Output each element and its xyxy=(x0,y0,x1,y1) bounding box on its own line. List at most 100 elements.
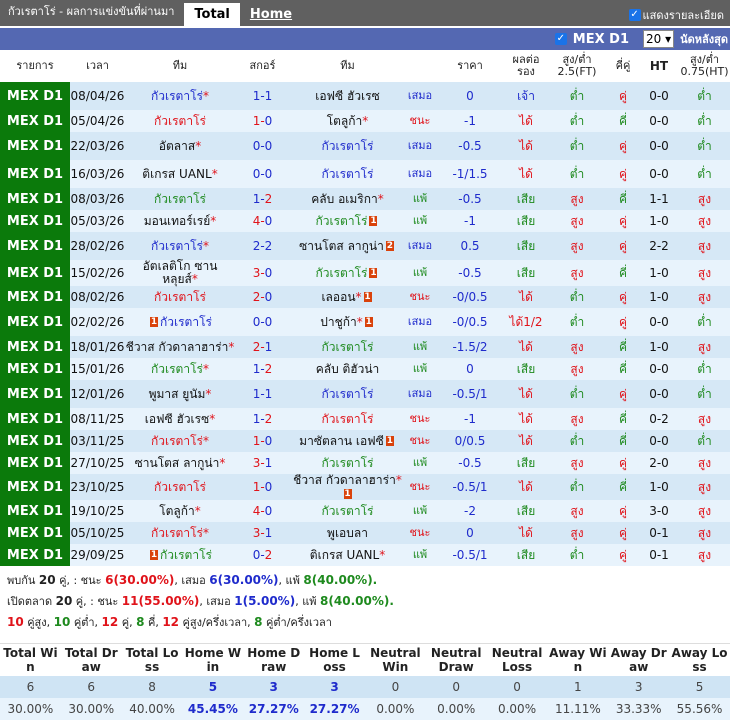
home-team-name[interactable]: กัวเรตาโร่ xyxy=(154,191,206,206)
away-team-name[interactable]: พูเอบลา xyxy=(327,525,368,540)
away-team-name[interactable]: ซานโตส ลากูน่า xyxy=(299,238,384,253)
league-cell[interactable]: MEX D1 xyxy=(0,452,70,474)
away-team[interactable]: กัวเรตาโร่ 1 xyxy=(290,260,405,286)
home-team[interactable]: กัวเรตาโร่ xyxy=(125,286,235,308)
home-team[interactable]: มอนเทอร์เรย์* xyxy=(125,210,235,232)
score[interactable]: 3-1 xyxy=(235,522,290,544)
score[interactable]: 1-0 xyxy=(235,110,290,132)
away-team-name[interactable]: กัวเรตาโร่ xyxy=(321,411,374,426)
away-team[interactable]: กัวเรตาโร่ xyxy=(290,408,405,430)
away-team-name[interactable]: ติเกรส UANL xyxy=(309,547,380,562)
away-team[interactable]: คลับ ติฮัวน่า xyxy=(290,358,405,380)
away-team-name[interactable]: กัวเรตาโร่ xyxy=(321,455,374,470)
away-team-name[interactable]: กัวเรตาโร่ xyxy=(315,265,368,280)
away-team[interactable]: กัวเรตาโร่ xyxy=(290,160,405,188)
home-team-name[interactable]: โตลูก้า xyxy=(159,503,195,518)
away-team-name[interactable]: กัวเรตาโร่ xyxy=(321,166,374,181)
checkbox-icon[interactable]: ✓ xyxy=(628,9,641,21)
score[interactable]: 1-1 xyxy=(235,380,290,408)
home-team[interactable]: กัวเรตาโร่ xyxy=(125,110,235,132)
home-team[interactable]: กัวเรตาโร่ xyxy=(125,474,235,500)
league-cell[interactable]: MEX D1 xyxy=(0,500,70,522)
score[interactable]: 2-0 xyxy=(235,286,290,308)
away-team-name[interactable]: ชีวาส กัวดาลาฮาร่า xyxy=(293,473,396,487)
home-team[interactable]: 1 กัวเรตาโร่ xyxy=(125,308,235,336)
away-team-name[interactable]: มาซัตลาน เอฟซี xyxy=(299,433,384,448)
away-team[interactable]: ซานโตส ลากูน่า 2 xyxy=(290,232,405,260)
away-team[interactable]: มาซัตลาน เอฟซี 1 xyxy=(290,430,405,452)
count-select[interactable]: 20 ▾ xyxy=(642,30,675,48)
league-cell[interactable]: MEX D1 xyxy=(0,408,70,430)
home-team[interactable]: พูมาส ยูนัม* xyxy=(125,380,235,408)
home-team[interactable]: อัตลาส* xyxy=(125,132,235,160)
home-team[interactable]: ชีวาส กัวดาลาฮาร่า* xyxy=(125,336,235,358)
league-cell[interactable]: MEX D1 xyxy=(0,160,70,188)
away-team-name[interactable]: คลับ ติฮัวน่า xyxy=(315,361,380,376)
league-cell[interactable]: MEX D1 xyxy=(0,188,70,210)
away-team[interactable]: กัวเรตาโร่ xyxy=(290,500,405,522)
home-team-name[interactable]: ซานโตส ลากูน่า xyxy=(134,455,220,470)
home-team[interactable]: กัวเรตาโร่* xyxy=(125,82,235,110)
away-team[interactable]: โตลูก้า* xyxy=(290,110,405,132)
league-cell[interactable]: MEX D1 xyxy=(0,544,70,566)
score[interactable]: 0-0 xyxy=(235,160,290,188)
score[interactable]: 1-2 xyxy=(235,358,290,380)
home-team-name[interactable]: กัวเรตาโร่ xyxy=(151,525,203,540)
away-team-name[interactable]: ปาชูก้า xyxy=(320,314,357,329)
home-team[interactable]: กัวเรตาโร่* xyxy=(125,232,235,260)
home-team[interactable]: กัวเรตาโร่* xyxy=(125,522,235,544)
home-team-name[interactable]: อัตเลติโก ซาน หลุยส์ xyxy=(142,259,218,286)
league-cell[interactable]: MEX D1 xyxy=(0,110,70,132)
score[interactable]: 1-2 xyxy=(235,408,290,430)
away-team[interactable]: พูเอบลา xyxy=(290,522,405,544)
away-team[interactable]: เลออน* 1 xyxy=(290,286,405,308)
home-team-name[interactable]: เอฟซี ฮัวเรซ xyxy=(144,411,210,426)
league-cell[interactable]: MEX D1 xyxy=(0,286,70,308)
score[interactable]: 2-2 xyxy=(235,232,290,260)
away-team[interactable]: เอฟซี ฮัวเรซ xyxy=(290,82,405,110)
league-cell[interactable]: MEX D1 xyxy=(0,210,70,232)
home-team-name[interactable]: กัวเรตาโร่ xyxy=(154,479,206,494)
tab-home[interactable]: Home xyxy=(249,7,293,22)
score[interactable]: 0-0 xyxy=(235,308,290,336)
home-team[interactable]: ติเกรส UANL* xyxy=(125,160,235,188)
score[interactable]: 4-0 xyxy=(235,500,290,522)
score[interactable]: 4-0 xyxy=(235,210,290,232)
away-team-name[interactable]: เลออน xyxy=(321,289,356,304)
away-team[interactable]: ปาชูก้า* 1 xyxy=(290,308,405,336)
away-team-name[interactable]: กัวเรตาโร่ xyxy=(321,339,374,354)
away-team[interactable]: กัวเรตาโร่ 1 xyxy=(290,210,405,232)
home-team-name[interactable]: กัวเรตาโร่ xyxy=(154,113,206,128)
home-team-name[interactable]: กัวเรตาโร่ xyxy=(151,238,203,253)
home-team[interactable]: กัวเรตาโร่* xyxy=(125,430,235,452)
league-cell[interactable]: MEX D1 xyxy=(0,474,70,500)
score[interactable]: 1-0 xyxy=(235,430,290,452)
league-cell[interactable]: MEX D1 xyxy=(0,82,70,110)
home-team-name[interactable]: กัวเรตาโร่ xyxy=(160,547,212,562)
league-cell[interactable]: MEX D1 xyxy=(0,336,70,358)
league-cell[interactable]: MEX D1 xyxy=(0,132,70,160)
away-team-name[interactable]: เอฟซี ฮัวเรซ xyxy=(315,88,380,103)
home-team[interactable]: อัตเลติโก ซาน หลุยส์* xyxy=(125,260,235,286)
away-team-name[interactable]: กัวเรตาโร่ xyxy=(321,138,374,153)
league-checkbox[interactable]: ✓ xyxy=(554,33,567,45)
home-team[interactable]: กัวเรตาโร่* xyxy=(125,358,235,380)
show-details-toggle[interactable]: ✓ แสดงรายละเอียด xyxy=(628,6,724,24)
home-team-name[interactable]: อัตลาส xyxy=(158,138,196,153)
away-team-name[interactable]: โตลูก้า xyxy=(326,113,363,128)
league-cell[interactable]: MEX D1 xyxy=(0,380,70,408)
home-team[interactable]: 1 กัวเรตาโร่ xyxy=(125,544,235,566)
away-team-name[interactable]: กัวเรตาโร่ xyxy=(315,213,368,228)
league-cell[interactable]: MEX D1 xyxy=(0,260,70,286)
tab-total[interactable]: Total xyxy=(184,3,240,26)
league-cell[interactable]: MEX D1 xyxy=(0,358,70,380)
score[interactable]: 0-0 xyxy=(235,132,290,160)
away-team-name[interactable]: กัวเรตาโร่ xyxy=(321,503,374,518)
score[interactable]: 3-0 xyxy=(235,260,290,286)
away-team[interactable]: ชีวาส กัวดาลาฮาร่า* 1 xyxy=(290,474,405,500)
home-team-name[interactable]: กัวเรตาโร่ xyxy=(151,433,203,448)
home-team[interactable]: โตลูก้า* xyxy=(125,500,235,522)
score[interactable]: 0-2 xyxy=(235,544,290,566)
home-team-name[interactable]: มอนเทอร์เรย์ xyxy=(143,213,211,228)
score[interactable]: 2-1 xyxy=(235,336,290,358)
